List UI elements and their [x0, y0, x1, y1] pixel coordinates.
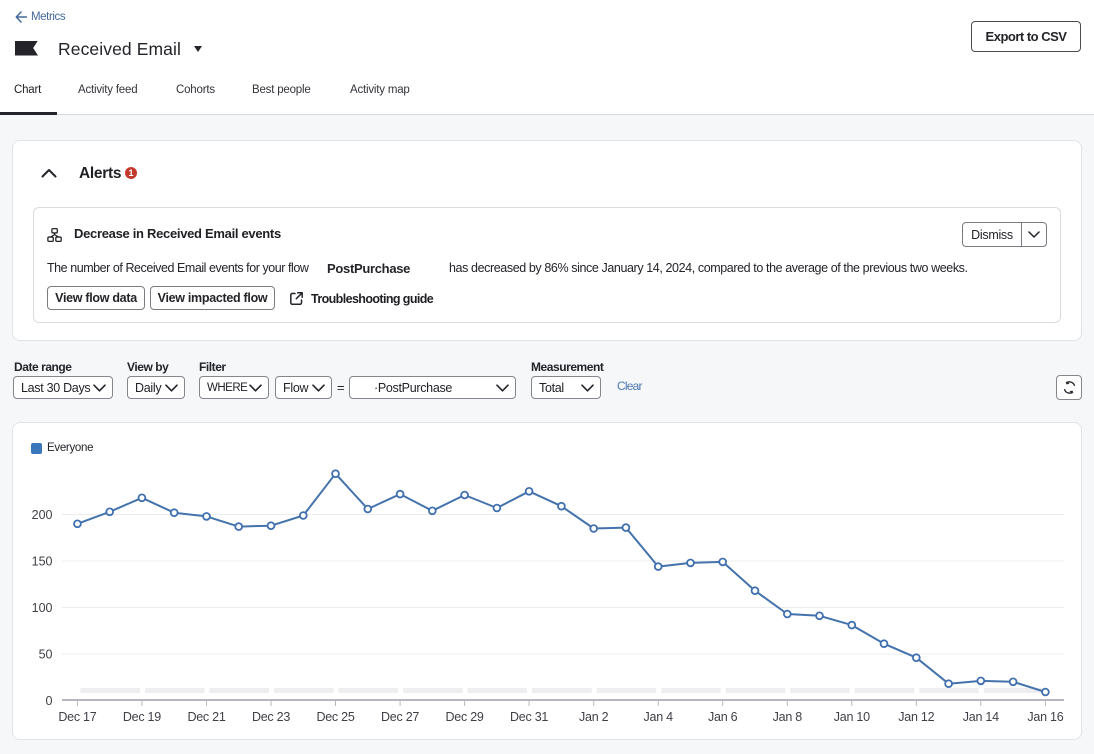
svg-text:Jan 8: Jan 8: [773, 710, 803, 724]
svg-text:Dec 29: Dec 29: [446, 710, 484, 724]
svg-text:Dec 21: Dec 21: [187, 710, 225, 724]
svg-text:Dec 31: Dec 31: [510, 710, 548, 724]
svg-text:Dec 19: Dec 19: [123, 710, 161, 724]
svg-text:200: 200: [32, 508, 53, 522]
svg-text:Dec 17: Dec 17: [58, 710, 96, 724]
svg-text:50: 50: [39, 648, 53, 662]
svg-text:Jan 4: Jan 4: [644, 710, 674, 724]
svg-text:Dec 27: Dec 27: [381, 710, 419, 724]
svg-text:Dec 25: Dec 25: [316, 710, 354, 724]
svg-text:150: 150: [32, 555, 53, 569]
svg-text:Jan 16: Jan 16: [1027, 710, 1063, 724]
svg-text:Jan 12: Jan 12: [898, 710, 934, 724]
svg-text:Jan 10: Jan 10: [834, 710, 870, 724]
svg-text:100: 100: [32, 601, 53, 615]
svg-text:Jan 6: Jan 6: [708, 710, 738, 724]
svg-text:Dec 23: Dec 23: [252, 710, 290, 724]
svg-text:Jan 14: Jan 14: [963, 710, 999, 724]
svg-text:Jan 2: Jan 2: [579, 710, 609, 724]
svg-text:0: 0: [46, 694, 53, 708]
